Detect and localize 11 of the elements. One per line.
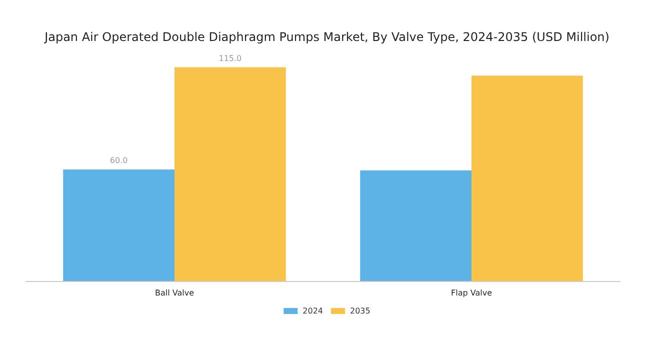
bar: [63, 170, 174, 281]
x-tick-label: Ball Valve: [154, 288, 194, 298]
x-tick-label: Flap Valve: [451, 288, 492, 298]
data-label: 60.0: [110, 156, 128, 165]
data-label: 115.0: [218, 54, 242, 63]
legend-label: 2024: [302, 306, 323, 316]
legend-label: 2035: [350, 306, 370, 316]
bar: [174, 67, 286, 281]
bar: [360, 170, 472, 281]
chart-title: Japan Air Operated Double Diaphragm Pumps Market, By Valve Type, 2024-2035 (USD Million): [44, 30, 610, 44]
bar: [472, 76, 583, 281]
